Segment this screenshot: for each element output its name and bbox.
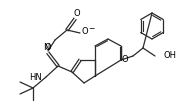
Text: O: O (82, 28, 88, 37)
Text: −: − (88, 25, 94, 33)
Text: HN: HN (29, 74, 42, 83)
Text: O: O (45, 43, 51, 52)
Text: N: N (43, 44, 49, 52)
Text: O: O (74, 10, 80, 18)
Text: OH: OH (163, 52, 176, 60)
Text: O: O (122, 55, 128, 64)
